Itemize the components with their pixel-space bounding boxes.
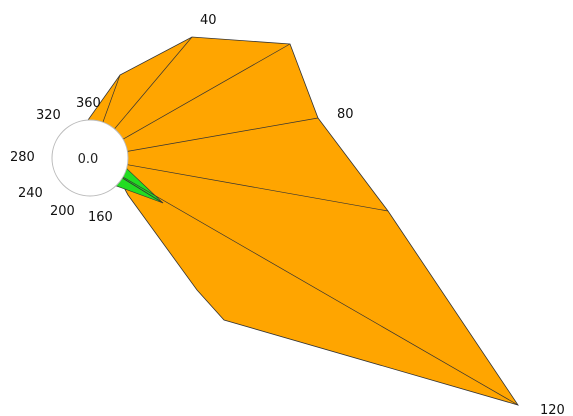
spoke-line-1 bbox=[114, 36, 193, 130]
direction-label-240: 240 bbox=[18, 186, 43, 201]
direction-label-160: 160 bbox=[88, 210, 113, 225]
direction-label-40: 40 bbox=[200, 13, 217, 28]
direction-label-360: 360 bbox=[76, 96, 101, 111]
polygon-layer bbox=[87, 36, 519, 406]
spoke-line-7 bbox=[122, 177, 164, 204]
center-hole bbox=[51, 119, 129, 197]
radial-area bbox=[87, 36, 519, 406]
spoke-line-3 bbox=[127, 117, 319, 152]
spoke-line-0 bbox=[102, 74, 121, 123]
spoke-line-5 bbox=[122, 176, 519, 406]
spoke-line-4 bbox=[127, 164, 389, 212]
direction-labels: 40 80 120 160 200 240 280 320 360 bbox=[10, 13, 565, 416]
spoke-layer bbox=[102, 36, 519, 406]
direction-label-280: 280 bbox=[10, 150, 35, 165]
spoke-line-2 bbox=[122, 43, 291, 140]
center-value-label: 0.0 bbox=[78, 152, 99, 167]
direction-label-200: 200 bbox=[50, 204, 75, 219]
direction-label-80: 80 bbox=[337, 107, 354, 122]
direction-label-120: 120 bbox=[540, 403, 565, 416]
direction-label-320: 320 bbox=[36, 108, 61, 123]
